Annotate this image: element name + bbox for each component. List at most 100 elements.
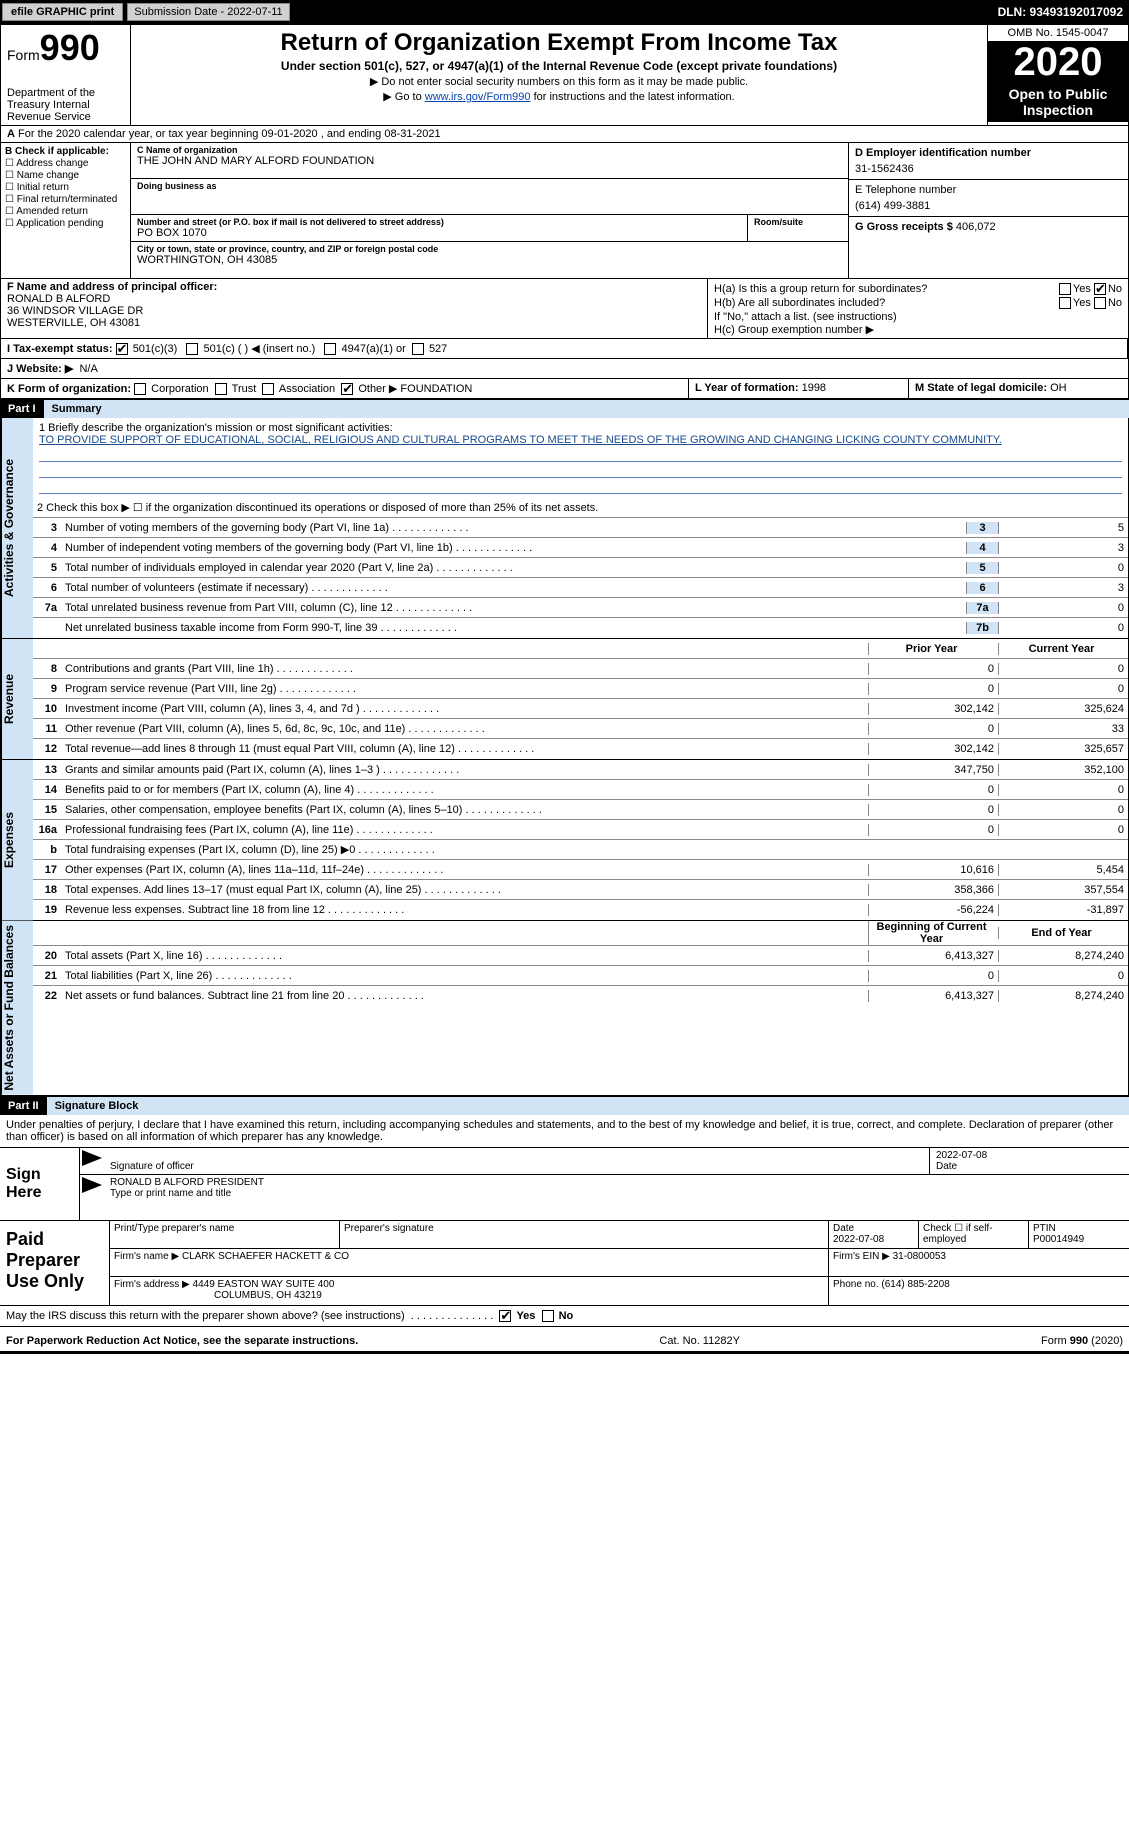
assoc-checkbox[interactable] — [262, 383, 274, 395]
table-row: b Total fundraising expenses (Part IX, c… — [33, 840, 1128, 860]
table-row: 6 Total number of volunteers (estimate i… — [33, 578, 1128, 598]
ssn-note: ▶ Do not enter social security numbers o… — [139, 75, 979, 88]
firm-phone-cell: Phone no. (614) 885-2208 — [829, 1277, 1129, 1305]
phone-box: E Telephone number (614) 499-3881 — [849, 180, 1128, 217]
table-row: 22 Net assets or fund balances. Subtract… — [33, 986, 1128, 1006]
ein-box: D Employer identification number 31-1562… — [849, 143, 1128, 180]
officer-name-field: RONALD B ALFORD PRESIDENTType or print n… — [104, 1175, 1129, 1201]
expenses-section: Expenses 13 Grants and similar amounts p… — [0, 760, 1129, 921]
fgh-row: F Name and address of principal officer:… — [0, 279, 1129, 339]
section-c: C Name of organization THE JOHN AND MARY… — [131, 143, 848, 278]
table-row: 9 Program service revenue (Part VIII, li… — [33, 679, 1128, 699]
form-prefix: Form — [7, 47, 40, 63]
table-row: 10 Investment income (Part VIII, column … — [33, 699, 1128, 719]
table-row: 8 Contributions and grants (Part VIII, l… — [33, 659, 1128, 679]
trust-checkbox[interactable] — [215, 383, 227, 395]
corp-checkbox[interactable] — [134, 383, 146, 395]
principal-officer-box: F Name and address of principal officer:… — [1, 279, 708, 338]
org-name-box: C Name of organization THE JOHN AND MARY… — [131, 143, 848, 179]
signature-declaration: Under penalties of perjury, I declare th… — [0, 1115, 1129, 1148]
irs-form990-link[interactable]: www.irs.gov/Form990 — [425, 91, 531, 103]
discuss-row: May the IRS discuss this return with the… — [0, 1306, 1129, 1327]
preparer-date: Date2022-07-08 — [829, 1221, 919, 1248]
ha-no-checkbox[interactable] — [1094, 283, 1106, 295]
part2-header: Part II Signature Block — [0, 1096, 1129, 1115]
city-box: City or town, state or province, country… — [131, 242, 848, 278]
form-title: Return of Organization Exempt From Incom… — [139, 29, 979, 57]
table-row: 18 Total expenses. Add lines 13–17 (must… — [33, 880, 1128, 900]
row-k-form-org: K Form of organization: Corporation Trus… — [0, 379, 1129, 399]
row-i-tax-exempt: I Tax-exempt status: 501(c)(3) 501(c) ( … — [0, 339, 1129, 359]
side-netassets: Net Assets or Fund Balances — [1, 921, 33, 1095]
table-row: 14 Benefits paid to or for members (Part… — [33, 780, 1128, 800]
form-subtitle: Under section 501(c), 527, or 4947(a)(1)… — [139, 59, 979, 73]
paid-preparer-block: Paid Preparer Use Only Print/Type prepar… — [0, 1221, 1129, 1306]
mission-box: 1 Briefly describe the organization's mi… — [33, 418, 1128, 498]
submission-date-label: Submission Date - 2022-07-11 — [127, 3, 289, 21]
table-row: 21 Total liabilities (Part X, line 26) 0… — [33, 966, 1128, 986]
hb-yes-checkbox[interactable] — [1059, 297, 1071, 309]
ha-yes-checkbox[interactable] — [1059, 283, 1071, 295]
page-footer: For Paperwork Reduction Act Notice, see … — [0, 1331, 1129, 1354]
discuss-yes-checkbox[interactable] — [499, 1310, 511, 1322]
section-b-checkboxes: B Check if applicable: ☐ Address change … — [1, 143, 131, 278]
form-title-box: Return of Organization Exempt From Incom… — [131, 25, 988, 125]
firm-name-cell: Firm's name ▶ CLARK SCHAEFER HACKETT & C… — [110, 1249, 829, 1276]
top-toolbar: efile GRAPHIC print Submission Date - 20… — [0, 0, 1129, 24]
row-j-website: J Website: ▶ N/A — [0, 359, 1129, 379]
paid-preparer-label: Paid Preparer Use Only — [0, 1221, 110, 1305]
section-de: D Employer identification number 31-1562… — [848, 143, 1128, 278]
table-row: 7a Total unrelated business revenue from… — [33, 598, 1128, 618]
form-number: 990 — [40, 27, 100, 68]
table-row: 3 Number of voting members of the govern… — [33, 518, 1128, 538]
revenue-section: Revenue Prior YearCurrent Year 8 Contrib… — [0, 639, 1129, 760]
hb-no-checkbox[interactable] — [1094, 297, 1106, 309]
table-row: Net unrelated business taxable income fr… — [33, 618, 1128, 638]
dba-box: Doing business as — [131, 179, 848, 215]
527-checkbox[interactable] — [412, 343, 424, 355]
ptin-cell: PTINP00014949 — [1029, 1221, 1129, 1248]
501c3-checkbox[interactable] — [116, 343, 128, 355]
dln-label: DLN: 93493192017092 — [998, 5, 1129, 19]
tax-year: 2020 — [988, 42, 1128, 82]
table-row: 5 Total number of individuals employed i… — [33, 558, 1128, 578]
firm-address-cell: Firm's address ▶ 4449 EASTON WAY SUITE 4… — [110, 1277, 829, 1305]
part1-header: Part I Summary — [0, 399, 1129, 418]
side-revenue: Revenue — [1, 639, 33, 759]
goto-note: ▶ Go to www.irs.gov/Form990 for instruct… — [139, 90, 979, 103]
netassets-section: Net Assets or Fund Balances Beginning of… — [0, 921, 1129, 1096]
arrow-icon — [82, 1177, 102, 1193]
department-label: Department of the Treasury Internal Reve… — [7, 87, 124, 123]
preparer-sig-hdr: Preparer's signature — [340, 1221, 829, 1248]
discuss-no-checkbox[interactable] — [542, 1310, 554, 1322]
year-box: OMB No. 1545-0047 2020 Open to Public In… — [988, 25, 1128, 125]
table-row: 19 Revenue less expenses. Subtract line … — [33, 900, 1128, 920]
table-row: 16a Professional fundraising fees (Part … — [33, 820, 1128, 840]
form-number-box: Form990 Department of the Treasury Inter… — [1, 25, 131, 125]
table-row: 12 Total revenue—add lines 8 through 11 … — [33, 739, 1128, 759]
4947a1-checkbox[interactable] — [324, 343, 336, 355]
form-header: Form990 Department of the Treasury Inter… — [0, 24, 1129, 126]
table-row: 13 Grants and similar amounts paid (Part… — [33, 760, 1128, 780]
side-expenses: Expenses — [1, 760, 33, 920]
open-inspection: Open to Public Inspection — [988, 82, 1128, 122]
table-row: 17 Other expenses (Part IX, column (A), … — [33, 860, 1128, 880]
identity-grid: B Check if applicable: ☐ Address change … — [0, 143, 1129, 279]
signature-date: 2022-07-08Date — [929, 1148, 1129, 1174]
table-row: 20 Total assets (Part X, line 16) 6,413,… — [33, 946, 1128, 966]
sign-here-block: Sign Here Signature of officer 2022-07-0… — [0, 1148, 1129, 1221]
address-box: Number and street (or P.O. box if mail i… — [131, 215, 848, 242]
officer-signature-field: Signature of officer — [104, 1148, 929, 1174]
efile-print-button[interactable]: efile GRAPHIC print — [2, 3, 123, 21]
gross-receipts-box: G Gross receipts $ 406,072 — [849, 217, 1128, 237]
side-governance: Activities & Governance — [1, 418, 33, 638]
group-return-box: H(a) Is this a group return for subordin… — [708, 279, 1128, 338]
table-row: 11 Other revenue (Part VIII, column (A),… — [33, 719, 1128, 739]
other-checkbox[interactable] — [341, 383, 353, 395]
firm-ein-cell: Firm's EIN ▶ 31-0800053 — [829, 1249, 1129, 1276]
self-employed-check: Check ☐ if self-employed — [919, 1221, 1029, 1248]
table-row: 15 Salaries, other compensation, employe… — [33, 800, 1128, 820]
line-a-taxyear: A For the 2020 calendar year, or tax yea… — [0, 126, 1129, 143]
table-row: 4 Number of independent voting members o… — [33, 538, 1128, 558]
501c-checkbox[interactable] — [186, 343, 198, 355]
